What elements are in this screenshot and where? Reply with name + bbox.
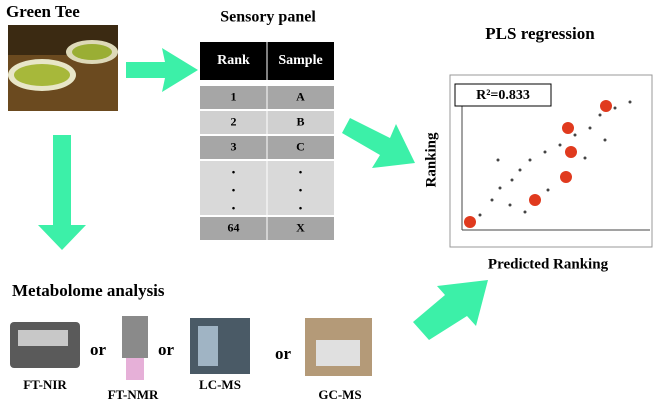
r2-label: R²=0.833 <box>476 88 530 103</box>
instrument-label: FT-NMR <box>108 387 159 402</box>
table-cell: . <box>232 179 236 196</box>
or-connector: or <box>90 340 107 359</box>
instrument-label: FT-NIR <box>23 377 67 392</box>
table-cell: A <box>296 89 305 103</box>
pls-title: PLS regression <box>485 24 595 43</box>
instrument-label: LC-MS <box>199 377 241 392</box>
x-axis-label: Predicted Ranking <box>488 256 609 272</box>
y-axis-label: Ranking <box>423 132 439 188</box>
table-cell: 1 <box>231 89 237 103</box>
instrument-photos <box>10 316 372 380</box>
instrument-labels: FT-NIR FT-NMR LC-MS GC-MS or or or <box>23 340 361 402</box>
pls-plot <box>449 74 653 248</box>
header-cell: Rank <box>217 53 250 68</box>
metabolome-title: Metabolome analysis <box>12 281 165 300</box>
tea-title: Green Tee <box>6 2 80 21</box>
table-cell: X <box>296 220 305 234</box>
panel-title: Sensory panel <box>220 9 316 26</box>
table-cell: 3 <box>231 139 237 153</box>
arrows <box>38 48 488 340</box>
table-cell: . <box>299 179 303 196</box>
header-cell: Sample <box>278 53 322 68</box>
or-connector: or <box>158 340 175 359</box>
table-cell: B <box>296 114 304 128</box>
table-cell: . <box>299 197 303 214</box>
or-connector: or <box>275 344 292 363</box>
rank-table: Rank Sample 1 A 2 B 3 C..... . 64 X <box>200 42 334 242</box>
table-cell: . <box>232 197 236 214</box>
table-cell: . <box>232 161 236 178</box>
instrument-label: GC-MS <box>318 387 361 402</box>
table-cell: C <box>296 139 305 153</box>
tea-photo <box>8 25 118 111</box>
table-cell: . <box>299 161 303 178</box>
table-cell: 64 <box>228 220 240 234</box>
table-cell: 2 <box>231 114 237 128</box>
